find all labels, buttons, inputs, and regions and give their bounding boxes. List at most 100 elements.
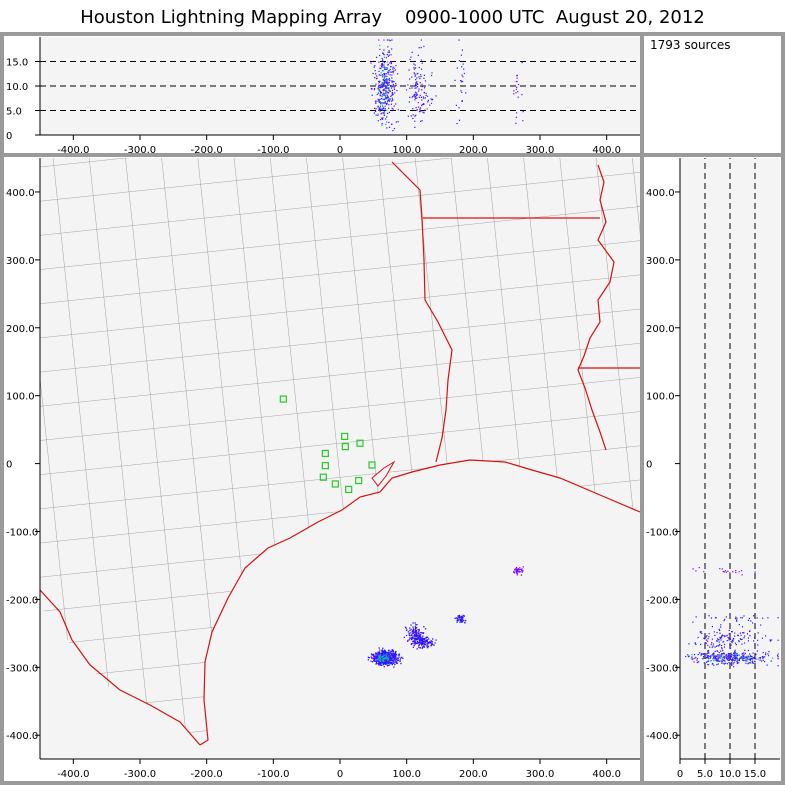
source-point-926 xyxy=(753,657,755,660)
source-point-2147 xyxy=(521,570,523,572)
source-point-1406 xyxy=(725,656,728,658)
source-point-1423 xyxy=(382,659,385,661)
source-point-1464 xyxy=(386,659,388,661)
source-point-1562 xyxy=(699,631,701,633)
source-point-524 xyxy=(373,658,376,661)
source-point-2100 xyxy=(522,570,524,572)
source-point-2092 xyxy=(461,616,464,618)
source-point-2103 xyxy=(520,574,523,576)
source-point-577 xyxy=(385,78,388,80)
source-point-894 xyxy=(692,658,694,660)
source-point-1716 xyxy=(432,638,434,640)
source-point-1399 xyxy=(388,656,390,658)
station-marker-3 xyxy=(356,439,364,447)
source-point-186 xyxy=(746,660,748,662)
source-point-681 xyxy=(384,85,386,87)
source-point-1578 xyxy=(728,633,730,635)
source-point-710 xyxy=(751,660,753,663)
source-point-1269 xyxy=(379,93,381,95)
source-point-1417 xyxy=(378,90,381,92)
source-point-648 xyxy=(391,651,393,653)
source-point-583 xyxy=(375,656,377,658)
source-point-1822 xyxy=(717,645,719,647)
source-point-1305 xyxy=(384,89,386,91)
source-point-845 xyxy=(395,121,397,123)
map-xtick-label-2: -200.0 xyxy=(191,769,223,780)
source-point-1401 xyxy=(384,102,386,104)
source-point-1695 xyxy=(418,630,420,632)
source-point-1149 xyxy=(384,86,387,88)
source-point-1642 xyxy=(700,631,702,633)
source-point-1898 xyxy=(770,639,773,641)
source-point-25 xyxy=(391,80,393,82)
source-point-709 xyxy=(382,64,384,66)
source-point-973 xyxy=(373,66,375,68)
source-point-1674 xyxy=(761,637,764,639)
source-point-1872 xyxy=(422,646,424,648)
source-point-962 xyxy=(723,662,725,665)
source-point-2075 xyxy=(461,615,463,618)
source-point-2062 xyxy=(767,617,769,619)
source-point-2046 xyxy=(692,621,694,623)
source-point-1442 xyxy=(716,661,718,663)
map-xtick-label-8: 400.0 xyxy=(592,769,621,780)
source-point-1837 xyxy=(421,120,423,122)
source-point-769 xyxy=(385,86,387,89)
source-point-934 xyxy=(743,656,745,658)
source-point-944 xyxy=(386,663,388,665)
source-point-2015 xyxy=(457,620,459,622)
map-xtick-label-7: 300.0 xyxy=(526,769,555,780)
source-point-1338 xyxy=(691,654,693,656)
source-point-2095 xyxy=(458,615,461,618)
source-point-1988 xyxy=(415,641,417,643)
source-point-1748 xyxy=(427,645,430,647)
source-point-1533 xyxy=(415,95,417,97)
source-point-247 xyxy=(400,657,402,659)
source-point-286 xyxy=(706,661,708,663)
source-point-1151 xyxy=(396,659,398,661)
source-point-1813 xyxy=(419,77,421,80)
source-point-601 xyxy=(387,51,389,53)
source-point-733 xyxy=(385,90,387,92)
source-point-632 xyxy=(378,651,381,653)
source-point-2161 xyxy=(521,94,523,96)
source-point-1921 xyxy=(418,47,420,49)
source-point-237 xyxy=(391,93,393,95)
source-point-1118 xyxy=(715,656,717,658)
source-point-409 xyxy=(378,61,380,63)
top-ytick-label-3: 15.0 xyxy=(6,58,28,69)
source-point-393 xyxy=(379,94,381,96)
source-point-1165 xyxy=(388,100,391,102)
source-point-906 xyxy=(741,653,743,655)
source-point-299 xyxy=(395,661,398,663)
source-point-420 xyxy=(381,661,384,664)
source-point-1946 xyxy=(714,646,716,648)
source-point-1459 xyxy=(387,658,390,660)
source-point-1618 xyxy=(725,635,727,637)
source-point-1393 xyxy=(388,87,390,89)
source-point-114 xyxy=(717,657,719,659)
source-point-1982 xyxy=(712,643,715,645)
source-point-1194 xyxy=(727,655,729,658)
source-point-763 xyxy=(395,655,397,657)
source-point-2120 xyxy=(515,566,518,569)
source-point-214 xyxy=(730,663,733,665)
source-point-794 xyxy=(696,661,699,664)
source-point-2153 xyxy=(515,122,517,124)
source-point-439 xyxy=(370,656,372,658)
source-point-786 xyxy=(731,664,733,666)
source-point-1865 xyxy=(420,110,422,112)
source-point-985 xyxy=(383,73,385,75)
source-point-1742 xyxy=(712,645,714,647)
top-ytick-label-0: 0 xyxy=(6,131,12,142)
source-point-1514 xyxy=(752,622,754,624)
source-point-1652 xyxy=(423,626,425,628)
source-point-5 xyxy=(390,85,392,87)
source-point-1538 xyxy=(737,634,739,636)
source-point-810 xyxy=(696,657,699,660)
source-point-1211 xyxy=(389,661,391,664)
source-point-464 xyxy=(397,654,400,656)
source-point-1940 xyxy=(418,646,420,648)
source-point-887 xyxy=(372,654,375,656)
